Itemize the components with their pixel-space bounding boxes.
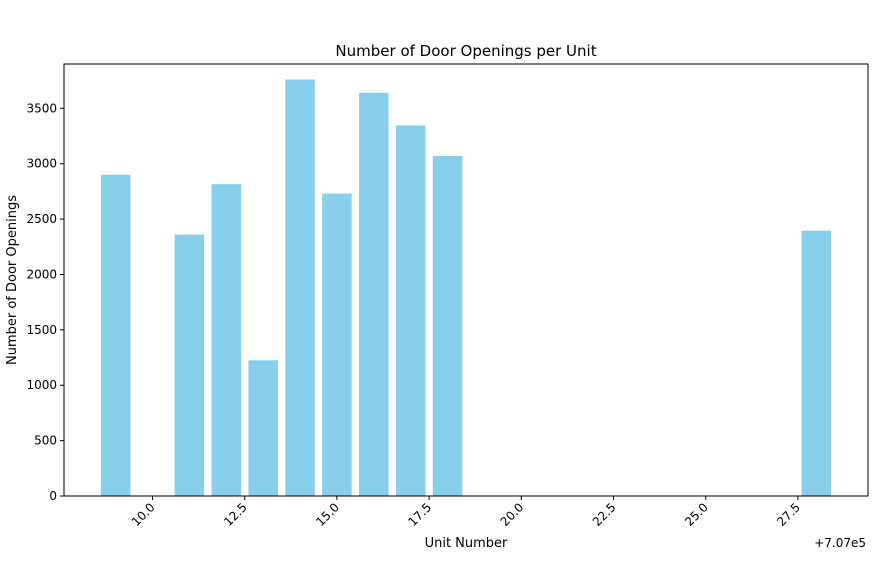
y-axis-ticks: 0 500 1000 1500 2000 2500 3000 3500 <box>26 101 64 503</box>
bar-unit-16 <box>359 92 389 497</box>
y-tick-label: 500 <box>34 434 57 448</box>
bar-unit-18 <box>432 155 463 496</box>
bar-unit-9 <box>100 174 131 496</box>
y-tick-label: 2000 <box>26 267 57 281</box>
x-tick-label: 12.5 <box>221 500 250 529</box>
y-tick-label: 0 <box>49 489 57 503</box>
bar-unit-12 <box>211 184 242 496</box>
bar-unit-13 <box>248 360 278 496</box>
x-axis-ticks: 10.0 12.5 15.0 17.5 20.0 22.5 25.0 27.5 <box>129 496 803 529</box>
x-tick-label: 25.0 <box>682 500 711 529</box>
y-axis-label: Number of Door Openings <box>5 195 20 365</box>
y-tick-label: 1000 <box>26 378 57 392</box>
x-tick-label: 15.0 <box>313 500 342 529</box>
x-axis-offset-label: +7.07e5 <box>814 536 866 550</box>
plot-frame <box>63 63 869 497</box>
bar-unit-11 <box>174 234 205 496</box>
x-tick-label: 20.0 <box>498 500 527 529</box>
y-tick-label: 3000 <box>26 157 57 171</box>
bar-unit-15 <box>322 193 352 496</box>
bar-unit-28 <box>801 230 832 496</box>
y-tick-label: 2500 <box>26 212 57 226</box>
x-tick-label: 10.0 <box>129 500 158 529</box>
y-tick-label: 1500 <box>26 323 57 337</box>
x-tick-label: 27.5 <box>774 500 803 529</box>
x-tick-label: 22.5 <box>590 500 619 529</box>
x-axis-label: Unit Number <box>425 536 508 551</box>
x-tick-label: 17.5 <box>405 500 434 529</box>
bars-group <box>100 79 832 497</box>
bar-unit-14 <box>285 79 315 496</box>
y-tick-label: 3500 <box>26 101 57 115</box>
bar-unit-17 <box>395 125 426 496</box>
chart-title: Number of Door Openings per Unit <box>335 42 596 60</box>
